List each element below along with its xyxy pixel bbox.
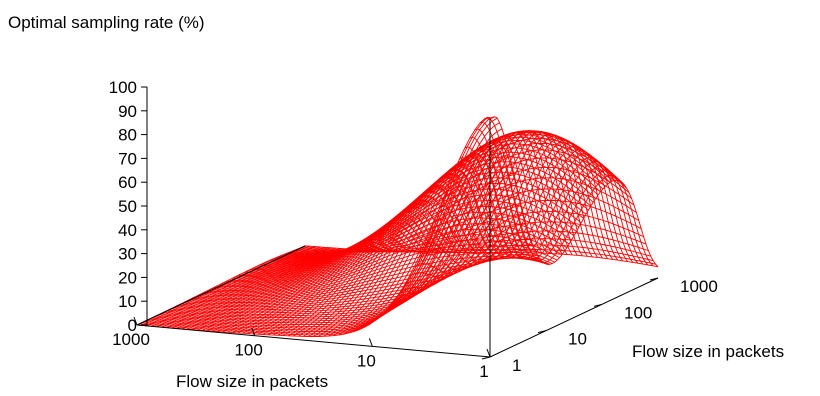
x-tick-label: 1 — [479, 362, 488, 381]
surface-line-y — [196, 252, 551, 298]
x-tick-mark — [133, 316, 138, 326]
surface-line-y — [146, 122, 500, 331]
y-tick-mark — [481, 356, 491, 360]
surface-line-y — [297, 238, 651, 257]
surface-line-y — [256, 132, 611, 267]
z-tick-label: 70 — [118, 149, 137, 168]
x-tick-mark — [368, 338, 373, 347]
surface-line-y — [302, 246, 656, 265]
x-tick-label: 100 — [234, 341, 262, 360]
y-tick-mark — [649, 277, 659, 281]
surface-line-y — [175, 231, 529, 311]
surface-line-y — [192, 257, 546, 301]
y-tick-label: 1000 — [680, 277, 718, 296]
surface-line-y — [228, 182, 582, 281]
surface-line-y — [144, 117, 498, 333]
surface-line-y — [160, 174, 515, 320]
y-tick-label: 100 — [624, 303, 652, 322]
surface-line-y — [153, 144, 507, 326]
x-axis-line — [136, 324, 491, 358]
z-tick-label: 50 — [118, 197, 137, 216]
y-axis-label: Flow size in packets — [632, 342, 785, 361]
y-axis-line — [489, 277, 659, 358]
axes — [133, 86, 659, 360]
y-tick-mark — [537, 330, 547, 334]
tick-labels: 0 10 20 30 40 50 60 70 80 90 100 1000 100 10 1 1 10 100 10… — [109, 78, 718, 381]
surface-line-y — [208, 228, 563, 291]
z-tick-label: 0 — [128, 316, 137, 335]
surface-line-y — [165, 194, 519, 317]
z-tick-label: 90 — [118, 102, 137, 121]
z-tick-label: 40 — [118, 221, 137, 240]
y-tick-label: 10 — [568, 330, 587, 349]
surface-line-y — [194, 255, 548, 299]
z-tick-label: 10 — [118, 292, 137, 311]
surface-line-y — [225, 188, 580, 283]
surface-line-y — [218, 206, 572, 286]
surface-line-y — [240, 156, 594, 275]
z-tick-label: 100 — [109, 78, 137, 97]
surface-line-y — [189, 257, 543, 302]
surface-line-y — [180, 245, 534, 308]
surface-line-y — [187, 256, 541, 303]
surface-line-y — [223, 194, 577, 284]
y-tick-mark — [593, 303, 603, 307]
x-tick-mark — [486, 348, 491, 358]
surface-line-y — [172, 223, 527, 312]
surface-line-y — [300, 244, 654, 262]
surface-line-y — [237, 161, 592, 276]
z-tick-label: 30 — [118, 245, 137, 264]
z-tick-label: 20 — [118, 268, 137, 287]
y-tick-label: 1 — [512, 356, 521, 375]
surface-line-y — [201, 244, 555, 295]
back-axis-line — [136, 245, 306, 326]
x-tick-mark — [251, 327, 256, 336]
x-tick-label: 10 — [357, 351, 376, 370]
surface-line-y — [168, 205, 522, 315]
surface-mesh — [136, 116, 659, 337]
z-tick-label: 80 — [118, 126, 137, 145]
x-axis-label: Flow size in packets — [176, 372, 329, 391]
surface-line-y — [304, 245, 659, 268]
x-tick-label: 1000 — [112, 330, 150, 349]
surface-line-y — [290, 211, 644, 254]
surface-line-y — [206, 234, 560, 293]
surface-line-y — [184, 253, 539, 305]
z-axis-label: Optimal sampling rate (%) — [8, 13, 205, 32]
z-tick-label: 60 — [118, 173, 137, 192]
